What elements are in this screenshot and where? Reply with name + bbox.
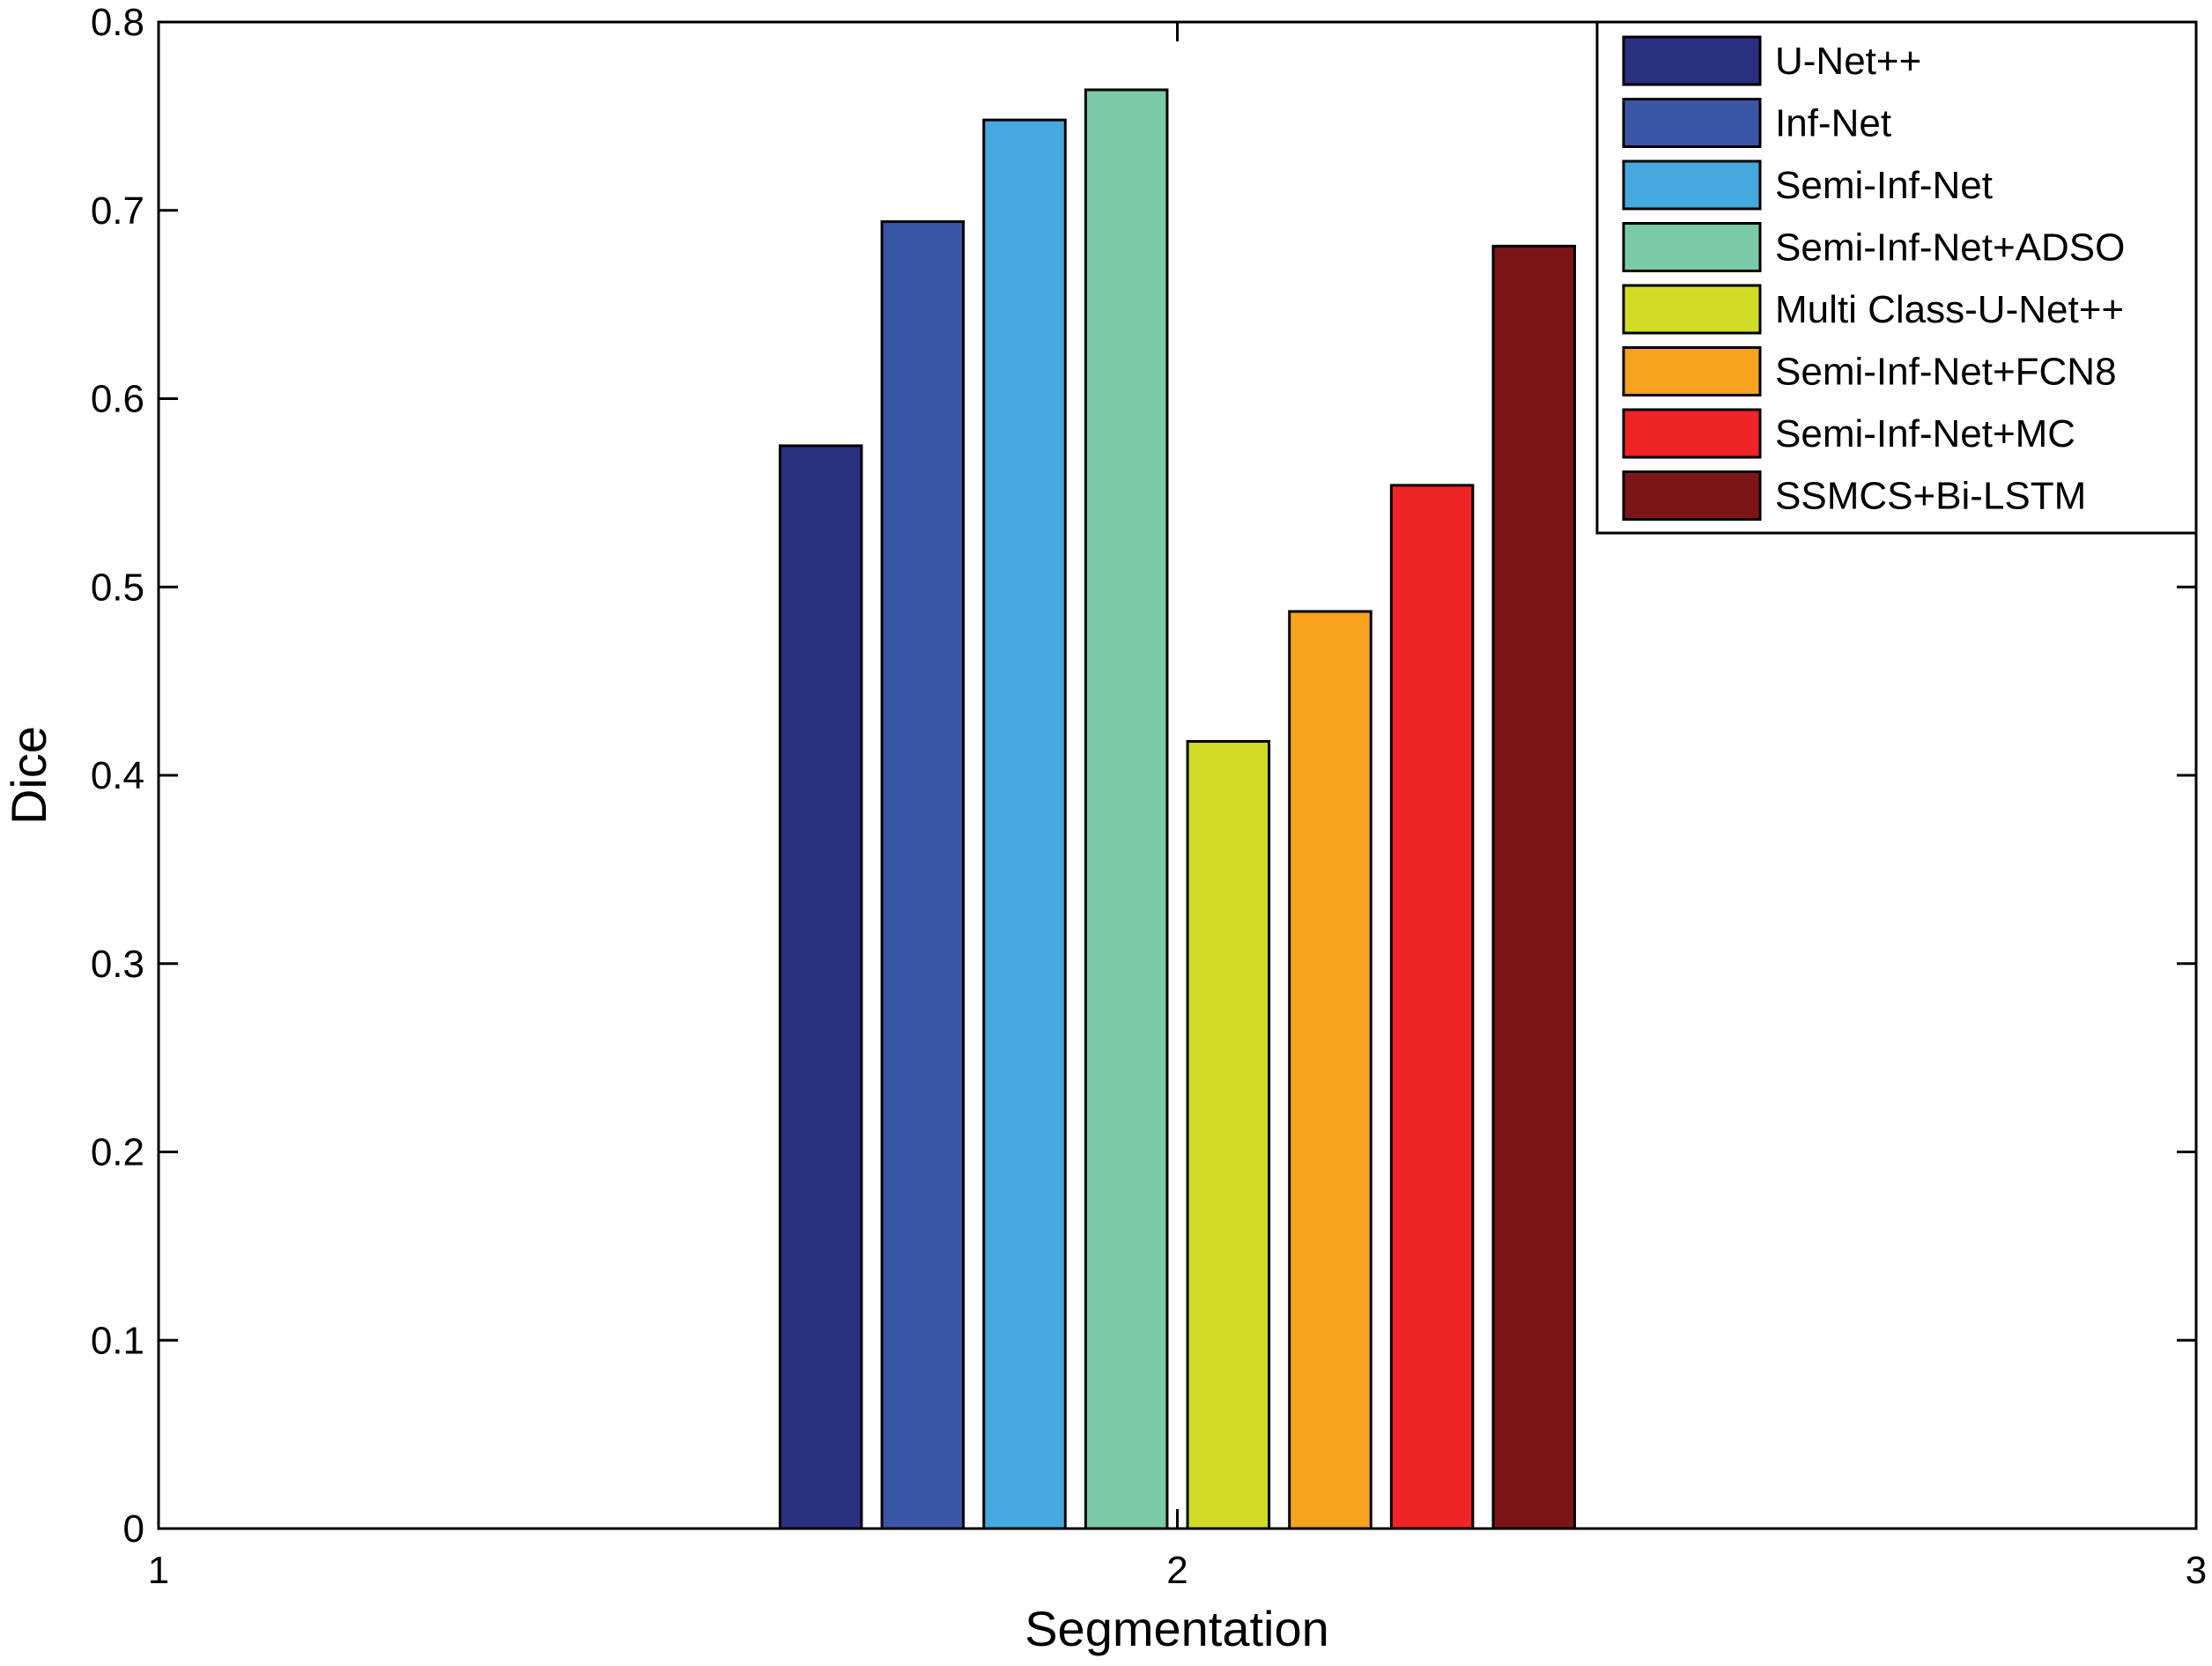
x-tick-label-0: 1 — [148, 1549, 169, 1592]
y-tick-label-0: 0 — [123, 1507, 144, 1551]
y-tick-label-7: 0.7 — [91, 189, 144, 233]
x-axis-label: Segmentation — [1025, 1601, 1329, 1656]
legend-label-6: Semi-Inf-Net+MC — [1775, 412, 2075, 455]
legend-label-1: Inf-Net — [1775, 102, 1891, 145]
bar-1 — [880, 220, 965, 1530]
y-tick-label-4: 0.4 — [91, 754, 144, 797]
legend-label-7: SSMCS+Bi-LSTM — [1775, 475, 2086, 518]
y-tick-label-5: 0.5 — [91, 566, 144, 609]
legend: U-Net++ Inf-Net Semi-Inf-Net Semi-Inf-Net+A… — [1595, 20, 2198, 535]
legend-swatch-4 — [1622, 284, 1762, 335]
bars-group — [778, 88, 1577, 1530]
legend-swatch-0 — [1622, 35, 1762, 86]
y-axis-label: Dice — [1, 726, 56, 825]
y-tick-label-3: 0.3 — [91, 943, 144, 986]
legend-swatch-6 — [1622, 408, 1762, 459]
legend-label-4: Multi Class-U-Net++ — [1775, 288, 2124, 331]
legend-swatch-3 — [1622, 222, 1762, 272]
bar-6 — [1389, 484, 1475, 1530]
y-tick-label-6: 0.6 — [91, 378, 144, 421]
bar-4 — [1186, 740, 1271, 1530]
bar-5 — [1288, 610, 1372, 1530]
y-tick-label-8: 0.8 — [91, 1, 144, 44]
x-tick-label-1: 2 — [1166, 1549, 1187, 1592]
legend-swatch-7 — [1622, 470, 1762, 521]
legend-label-0: U-Net++ — [1775, 40, 1921, 83]
tick-labels: 0 0.1 0.2 0.3 0.4 0.5 0.6 0.7 0.8 1 2 3 — [91, 1, 2207, 1592]
legend-label-2: Semi-Inf-Net — [1775, 164, 1993, 207]
y-tick-label-1: 0.1 — [91, 1319, 144, 1362]
y-tick-label-2: 0.2 — [91, 1131, 144, 1174]
legend-label-5: Semi-Inf-Net+FCN8 — [1775, 351, 2117, 394]
legend-label-3: Semi-Inf-Net+ADSO — [1775, 226, 2125, 270]
legend-swatch-2 — [1622, 159, 1762, 211]
legend-swatch-5 — [1622, 346, 1762, 396]
bar-0 — [778, 444, 863, 1530]
legend-swatch-1 — [1622, 98, 1762, 148]
bar-7 — [1491, 244, 1577, 1530]
bar-2 — [982, 118, 1067, 1530]
bar-3 — [1084, 88, 1169, 1530]
x-tick-label-2: 3 — [2186, 1549, 2207, 1592]
